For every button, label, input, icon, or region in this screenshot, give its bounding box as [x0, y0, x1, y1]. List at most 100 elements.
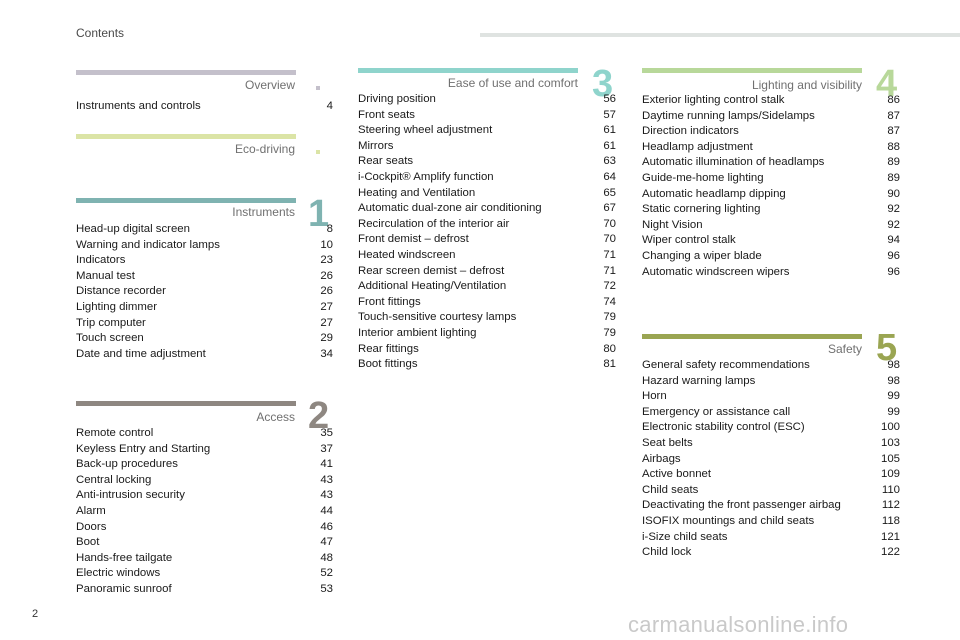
section-number: 2 [308, 395, 330, 437]
toc-entry: Keyless Entry and Starting 37 [76, 442, 333, 458]
toc-entry-label: Guide-me-home lighting [642, 171, 764, 184]
toc-entry-label: Headlamp adjustment [642, 140, 753, 153]
toc-entry-page: 105 [880, 452, 900, 465]
toc-entry-label: Anti-intrusion security [76, 489, 185, 502]
toc-entry-page: 70 [603, 217, 616, 230]
toc-entry-page: 27 [320, 316, 333, 329]
toc-entry: Emergency or assistance call 99 [642, 405, 900, 421]
toc-entry: Central locking 43 [76, 473, 333, 489]
section-bar [76, 70, 296, 75]
toc-entry: Anti-intrusion security 43 [76, 488, 333, 504]
toc-entry-page: 86 [887, 94, 900, 106]
toc-entry-page: 27 [320, 300, 333, 313]
toc-entry: Exterior lighting control stalk 86 [642, 93, 900, 109]
toc-entry: ISOFIX mountings and child seats 118 [642, 514, 900, 530]
section-number: 1 [308, 193, 330, 235]
toc-entry: Hands-free tailgate 48 [76, 551, 333, 567]
toc-entry: Seat belts 103 [642, 436, 900, 452]
section-bar [76, 134, 296, 139]
toc-entry: Hazard warning lamps 98 [642, 374, 900, 390]
toc-entry-label: Date and time adjustment [76, 347, 206, 360]
toc-entry-label: Warning and indicator lamps [76, 238, 220, 251]
toc-entry-page: 80 [603, 342, 616, 355]
toc-entry: Child lock 122 [642, 545, 900, 561]
toc-entry: Deactivating the front passenger airbag 1… [642, 498, 900, 514]
toc-entry-label: Panoramic sunroof [76, 582, 172, 595]
toc-entry: General safety recommendations 98 [642, 358, 900, 374]
toc-entry-label: Automatic dual-zone air conditioning [358, 202, 542, 215]
toc-entry-page: 87 [887, 125, 900, 138]
toc-entry-page: 71 [603, 264, 616, 277]
toc-entry-page: 71 [603, 248, 616, 261]
toc-entry: Alarm 44 [76, 504, 333, 520]
toc-entry-label: Electronic stability control (ESC) [642, 421, 805, 434]
section-marker-dot [316, 86, 320, 90]
toc-entry-label: Lighting dimmer [76, 300, 158, 313]
toc-entry-page: 90 [887, 187, 900, 200]
toc-entry-label: Night Vision [642, 218, 703, 231]
toc-entry-page: 99 [887, 405, 900, 418]
toc-entry-label: Heating and Ventilation [358, 186, 476, 199]
section-bar [358, 68, 578, 73]
toc-entry-label: Wiper control stalk [642, 234, 736, 247]
section-title: Instruments [232, 205, 295, 219]
toc-entry-page: 100 [880, 421, 900, 434]
toc-entry-label: Front demist – defrost [358, 233, 469, 246]
toc-entry: Front seats 57 [358, 108, 616, 124]
toc-entry: Night Vision 92 [642, 218, 900, 234]
toc-entry: Rear seats 63 [358, 154, 616, 170]
toc-entry: Touch screen 29 [76, 331, 333, 347]
section-title: Lighting and visibility [751, 78, 862, 92]
toc-entry: Direction indicators 87 [642, 124, 900, 140]
section-number: 4 [876, 63, 898, 105]
toc-entry-page: 99 [887, 390, 900, 403]
toc-entry: Back-up procedures 41 [76, 457, 333, 473]
toc-entry: Daytime running lamps/Sidelamps 87 [642, 109, 900, 125]
toc-entry-label: Doors [76, 520, 107, 533]
section-title: Access [256, 410, 295, 424]
toc-entry-label: Seat belts [642, 436, 693, 449]
toc-entry: i-Size child seats 121 [642, 530, 900, 546]
toc-entry-label: Alarm [76, 504, 106, 517]
toc-entry-page: 103 [880, 436, 900, 449]
toc-entry-label: Rear fittings [358, 342, 419, 355]
toc-entry-page: 79 [603, 326, 616, 339]
toc-entry-page: 46 [320, 520, 333, 533]
entry-list: Remote control 35 Keyless Entry and Starti… [76, 426, 333, 598]
toc-entry-label: Keyless Entry and Starting [76, 442, 211, 455]
toc-entry: Warning and indicator lamps 10 [76, 238, 333, 254]
toc-entry-label: Mirrors [358, 139, 394, 152]
toc-entry-label: Boot [76, 536, 100, 549]
toc-entry: Heating and Ventilation 65 [358, 186, 616, 202]
toc-entry-label: Static cornering lighting [642, 203, 761, 216]
toc-entry: Lighting dimmer 27 [76, 300, 333, 316]
toc-entry-page: 92 [887, 218, 900, 231]
toc-entry-label: Active bonnet [642, 468, 712, 481]
toc-entry-page: 89 [887, 156, 900, 169]
header-rule [480, 33, 960, 37]
toc-entry-page: 81 [603, 358, 616, 371]
toc-entry-page: 8 [326, 223, 333, 235]
entry-list: Driving position 56 Front seats 57 Steering … [358, 92, 616, 373]
toc-entry-label: Emergency or assistance call [642, 405, 791, 418]
toc-entry: Automatic dual-zone air conditioning 67 [358, 201, 616, 217]
toc-entry-page: 10 [320, 238, 333, 251]
header-title: Contents [76, 26, 125, 40]
toc-entry-label: Airbags [642, 452, 681, 465]
toc-entry-label: Touch-sensitive courtesy lamps [358, 311, 517, 324]
toc-entry-label: Heated windscreen [358, 248, 456, 261]
section-bar [642, 334, 862, 339]
toc-entry-label: Front seats [358, 108, 415, 121]
toc-entry-page: 70 [603, 233, 616, 246]
toc-entry-label: Trip computer [76, 316, 146, 329]
toc-entry-label: General safety recommendations [642, 359, 810, 371]
toc-entry-label: Hazard warning lamps [642, 374, 756, 387]
section-bar [642, 68, 862, 73]
toc-entry-page: 74 [603, 295, 616, 308]
toc-entry-label: i-Cockpit® Amplify function [358, 170, 494, 183]
toc-entry-label: Driving position [358, 93, 436, 105]
entry-list: Instruments and controls 4 [76, 99, 333, 115]
section-number: 3 [592, 63, 614, 105]
toc-entry-page: 53 [320, 582, 333, 595]
toc-entry-page: 92 [887, 203, 900, 216]
